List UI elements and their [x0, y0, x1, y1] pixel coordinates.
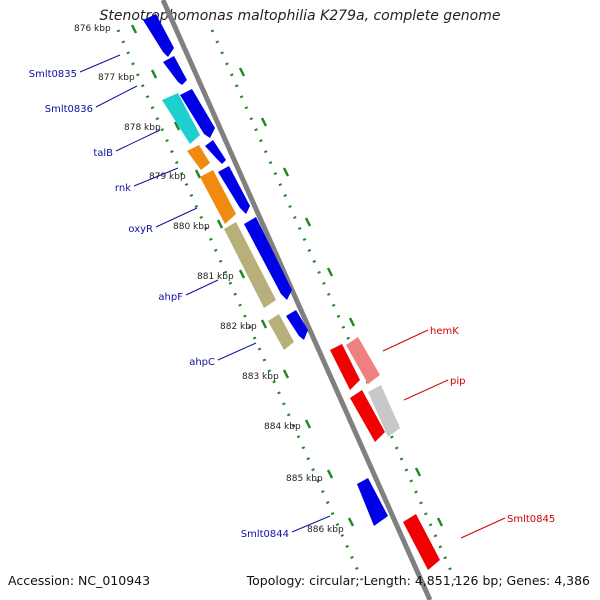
- kbp-label: 881 kbp: [197, 272, 234, 282]
- gene-arrow[interactable]: [205, 140, 226, 164]
- genome-backbone: [160, 0, 433, 600]
- ruler-track-left: [116, 29, 364, 581]
- forward-genes: [143, 14, 388, 526]
- left-leader-lines: [79, 54, 331, 533]
- major-ticks: [130, 24, 444, 527]
- kbp-label: 884 kbp: [264, 422, 301, 432]
- gene-arrow[interactable]: [163, 56, 187, 85]
- gene-arrow[interactable]: [244, 217, 292, 300]
- kbp-label: 880 kbp: [173, 222, 210, 232]
- gene-label[interactable]: hemK: [430, 326, 459, 337]
- genome-summary: Topology: circular; Length: 4,851,126 bp…: [246, 573, 590, 588]
- gene-label[interactable]: pip: [450, 376, 465, 387]
- gene-label[interactable]: rnk: [115, 183, 131, 194]
- accession-text: Accession: NC_010943: [8, 573, 151, 588]
- gene-label[interactable]: oxyR: [128, 224, 153, 235]
- kbp-label: 878 kbp: [124, 123, 161, 133]
- kbp-label: 879 kbp: [149, 172, 186, 182]
- gene-arrow[interactable]: [286, 310, 308, 340]
- kbp-label: 876 kbp: [74, 24, 111, 34]
- kbp-label: 877 kbp: [98, 73, 135, 83]
- gene-arrow[interactable]: [224, 222, 276, 308]
- gene-label[interactable]: Smlt0845: [507, 514, 555, 525]
- gene-label[interactable]: Smlt0835: [29, 69, 77, 80]
- map-title: Stenotrophomonas maltophilia K279a, comp…: [99, 8, 501, 24]
- gene-arrow[interactable]: [330, 344, 360, 390]
- gene-label[interactable]: ahpF: [158, 292, 183, 303]
- gene-arrow[interactable]: [143, 14, 174, 57]
- gene-arrow[interactable]: [187, 145, 210, 170]
- gene-label[interactable]: talB: [93, 148, 113, 159]
- gene-label[interactable]: ahpC: [189, 357, 215, 368]
- gene-arrow[interactable]: [346, 337, 380, 384]
- kbp-label: 883 kbp: [242, 372, 279, 382]
- gene-arrow[interactable]: [403, 514, 440, 570]
- gene-label[interactable]: Smlt0844: [241, 529, 289, 540]
- gene-arrow[interactable]: [357, 478, 388, 526]
- right-leader-lines: [382, 329, 506, 539]
- gene-arrow[interactable]: [350, 390, 385, 442]
- gene-arrow[interactable]: [268, 314, 294, 350]
- gene-arrow[interactable]: [218, 166, 250, 214]
- gene-arrow[interactable]: [200, 170, 236, 224]
- reverse-genes: [162, 93, 440, 570]
- ruler-track-right: [210, 29, 457, 581]
- gene-arrow[interactable]: [180, 89, 215, 138]
- gene-label[interactable]: Smlt0836: [45, 104, 93, 115]
- gene-arrow[interactable]: [162, 93, 200, 144]
- kbp-label: 886 kbp: [307, 525, 344, 535]
- kbp-label: 885 kbp: [286, 474, 323, 484]
- kbp-label: 882 kbp: [220, 322, 257, 332]
- gene-arrow[interactable]: [368, 385, 400, 437]
